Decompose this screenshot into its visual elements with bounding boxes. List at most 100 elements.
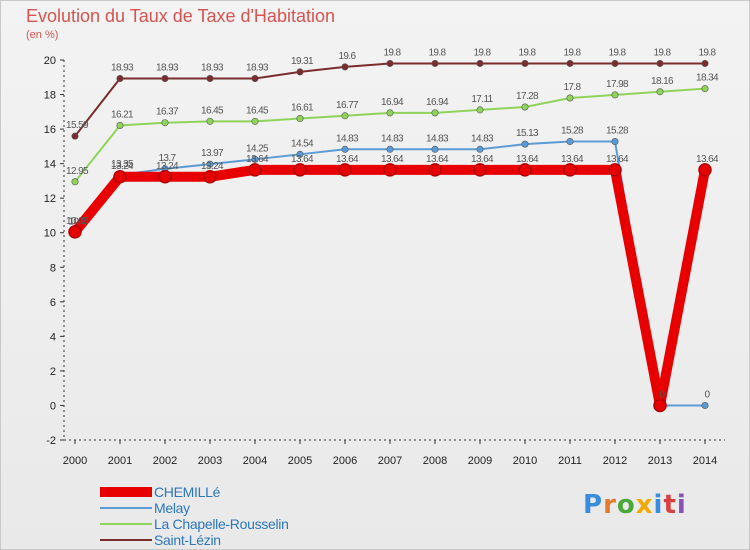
data-point-saint-lezin — [71, 132, 79, 140]
data-point-melay — [701, 401, 709, 409]
y-tick-label: 2 — [50, 366, 56, 378]
data-point-saint-lezin — [476, 59, 484, 67]
data-point-melay — [296, 150, 304, 158]
data-label-chemille: 13.64 — [426, 154, 449, 165]
data-label-melay: 14.54 — [291, 138, 314, 149]
data-label-la-chapelle-rousselin: 16.45 — [246, 105, 269, 116]
y-tick-label: 12 — [44, 193, 56, 205]
data-label-chemille: 13.64 — [291, 154, 314, 165]
data-point-saint-lezin — [296, 68, 304, 76]
y-tick-label: -2 — [46, 435, 56, 447]
data-label-chemille: 13.64 — [381, 154, 404, 165]
data-label-la-chapelle-rousselin: 16.21 — [111, 109, 134, 120]
legend-label-saint-lezin: Saint-Lézin — [154, 532, 221, 548]
legend-label-la-chapelle-rousselin: La Chapelle-Rousselin — [154, 516, 289, 532]
data-point-chemille — [113, 170, 127, 184]
legend-swatch-saint-lezin — [100, 539, 152, 541]
data-point-la-chapelle-rousselin — [161, 119, 169, 127]
x-tick-label: 2013 — [648, 455, 672, 467]
x-tick-label: 2007 — [378, 455, 402, 467]
data-point-chemille — [203, 170, 217, 184]
data-point-chemille — [383, 163, 397, 177]
legend-label-chemille: CHEMILLé — [154, 484, 221, 500]
y-tick-label: 20 — [44, 55, 56, 67]
data-label-la-chapelle-rousselin: 16.61 — [291, 103, 314, 114]
unit-label: (en %) — [26, 29, 59, 41]
data-label-chemille: 13.24 — [156, 161, 179, 172]
data-label-saint-lezin: 19.8 — [428, 47, 446, 58]
data-label-saint-lezin: 19.8 — [698, 47, 716, 58]
data-label-saint-lezin: 19.8 — [608, 47, 626, 58]
data-point-saint-lezin — [161, 74, 169, 82]
x-tick-label: 2002 — [153, 455, 177, 467]
data-point-la-chapelle-rousselin — [206, 117, 214, 125]
data-label-melay: 13.7 — [158, 153, 176, 164]
data-point-chemille — [68, 225, 82, 239]
x-tick-label: 2014 — [693, 455, 717, 467]
x-tick-label: 2005 — [288, 455, 312, 467]
data-point-melay — [206, 160, 214, 168]
data-label-saint-lezin: 19.8 — [383, 47, 401, 58]
data-label-saint-lezin: 18.93 — [201, 62, 224, 73]
y-tick-label: 18 — [44, 90, 56, 102]
data-point-melay — [341, 145, 349, 153]
data-label-la-chapelle-rousselin: 16.94 — [381, 97, 404, 108]
data-point-la-chapelle-rousselin — [566, 94, 574, 102]
data-point-saint-lezin — [386, 59, 394, 67]
chart-title: Evolution du Taux de Taxe d'Habitation — [26, 6, 335, 26]
data-point-chemille — [473, 163, 487, 177]
data-label-la-chapelle-rousselin: 18.16 — [651, 76, 674, 87]
data-label-chemille: 13.64 — [516, 154, 539, 165]
data-point-saint-lezin — [251, 74, 259, 82]
data-label-chemille: 10.05 — [66, 216, 89, 227]
data-point-melay — [611, 138, 619, 146]
data-label-la-chapelle-rousselin: 17.98 — [606, 79, 629, 90]
data-label-melay: 14.25 — [246, 143, 269, 154]
data-point-chemille — [653, 398, 667, 413]
data-point-chemille — [293, 163, 307, 177]
data-point-saint-lezin — [611, 59, 619, 67]
data-label-chemille: 13.64 — [471, 154, 494, 165]
y-tick-label: 14 — [44, 159, 56, 171]
data-label-chemille: 13.64 — [696, 154, 719, 165]
data-label-saint-lezin: 18.93 — [156, 62, 179, 73]
data-label-la-chapelle-rousselin: 16.45 — [201, 105, 224, 116]
data-point-saint-lezin — [701, 59, 709, 67]
data-label-chemille: 0 — [660, 389, 666, 400]
data-label-chemille: 13.64 — [246, 154, 269, 165]
data-point-saint-lezin — [566, 59, 574, 67]
data-label-chemille: 13.64 — [606, 154, 629, 165]
x-tick-label: 2004 — [243, 455, 267, 467]
data-label-melay: 0 — [660, 389, 666, 400]
data-point-la-chapelle-rousselin — [521, 103, 529, 111]
data-point-la-chapelle-rousselin — [611, 91, 619, 99]
data-point-la-chapelle-rousselin — [386, 109, 394, 117]
series-line-chemille — [70, 164, 710, 411]
data-label-saint-lezin: 19.31 — [291, 56, 314, 67]
data-label-saint-lezin: 19.8 — [653, 47, 671, 58]
data-label-melay: 0 — [705, 389, 711, 400]
legend-swatch-chemille — [100, 487, 152, 497]
data-point-chemille — [338, 163, 352, 177]
data-label-la-chapelle-rousselin: 12.95 — [66, 166, 89, 177]
data-point-la-chapelle-rousselin — [296, 115, 304, 123]
data-point-saint-lezin — [341, 63, 349, 71]
data-label-melay: 15.28 — [606, 126, 629, 137]
data-point-chemille — [698, 163, 712, 177]
data-point-la-chapelle-rousselin — [656, 88, 664, 96]
proxiti-logo: Proxiti — [583, 490, 687, 520]
data-label-melay: 14.83 — [336, 133, 359, 144]
data-label-saint-lezin: 19.8 — [563, 47, 581, 58]
data-point-saint-lezin — [521, 59, 529, 67]
data-label-saint-lezin: 18.93 — [111, 62, 134, 73]
x-tick-label: 2006 — [333, 455, 357, 467]
data-label-saint-lezin: 15.59 — [66, 120, 89, 131]
data-point-melay — [386, 145, 394, 153]
data-label-melay: 15.13 — [516, 128, 539, 139]
data-label-chemille: 13.64 — [336, 154, 359, 165]
data-point-melay — [566, 138, 574, 146]
data-point-la-chapelle-rousselin — [251, 117, 259, 125]
data-label-melay: 13.35 — [111, 159, 134, 170]
data-point-saint-lezin — [206, 74, 214, 82]
